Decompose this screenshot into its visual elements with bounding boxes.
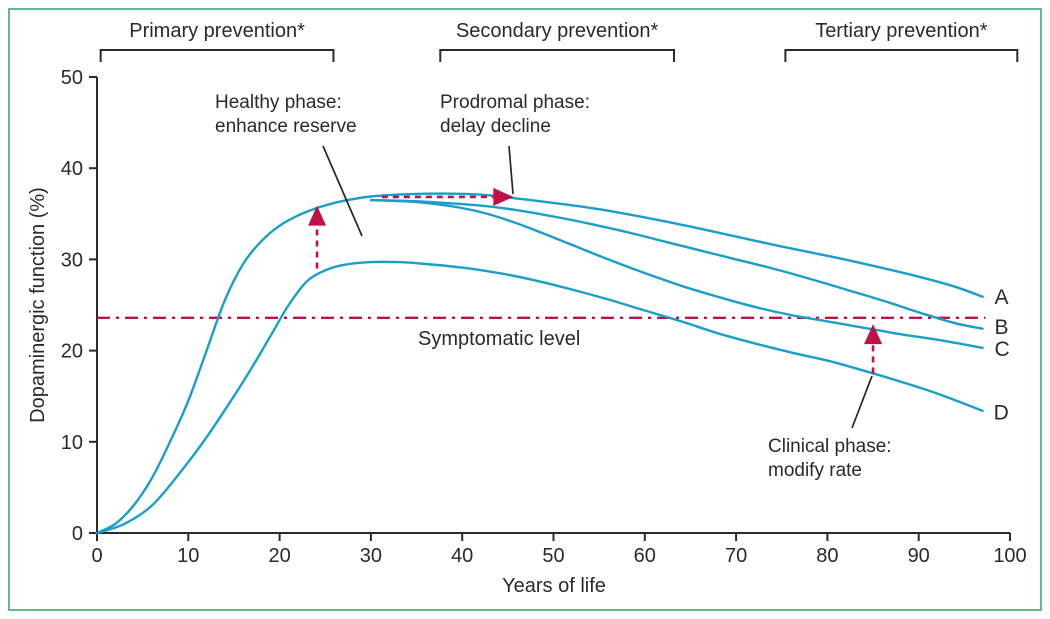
x-tick-label-50: 50 <box>542 545 564 567</box>
y-tick-label-20: 20 <box>61 341 83 363</box>
bracket-secondary <box>439 49 676 62</box>
annotation-clinical-phase: Clinical phase: modify rate <box>768 436 892 481</box>
annotation-prodromal-phase: Prodromal phase: delay decline <box>440 92 590 137</box>
x-tick-label-40: 40 <box>451 545 473 567</box>
curve-label-B: B <box>994 316 1008 339</box>
curve-A <box>95 192 984 535</box>
curve-B <box>369 198 984 330</box>
bracket-tertiary <box>784 49 1019 62</box>
enhance-reserve-arrow-head <box>308 205 327 226</box>
x-tick-label-70: 70 <box>725 545 747 567</box>
curve-C <box>369 198 984 350</box>
delay-decline-arrow-head <box>493 187 514 206</box>
y-tick-label-10: 10 <box>61 432 83 454</box>
x-tick-label-10: 10 <box>177 545 199 567</box>
x-tick-label-80: 80 <box>816 545 838 567</box>
annotation-pointer-clinical-phase <box>851 375 873 429</box>
modify-rate-arrow-head <box>864 324 883 345</box>
y-axis-title: Dopaminergic function (%) <box>27 187 49 423</box>
curve-label-A: A <box>994 286 1008 309</box>
x-tick-label-30: 30 <box>360 545 382 567</box>
y-tick-label-30: 30 <box>61 249 83 271</box>
annotation-healthy-phase: Healthy phase: enhance reserve <box>215 92 357 137</box>
bracket-label-secondary: Secondary prevention* <box>456 20 659 42</box>
x-axis-title: Years of life <box>502 575 606 597</box>
y-tick-label-0: 0 <box>72 523 83 545</box>
annotation-pointer-prodromal-phase <box>508 145 514 195</box>
symptomatic-level-label: Symptomatic level <box>418 328 580 350</box>
x-tick-label-100: 100 <box>993 545 1026 567</box>
bracket-label-tertiary: Tertiary prevention* <box>815 20 988 42</box>
x-tick-label-90: 90 <box>908 545 930 567</box>
x-tick-label-20: 20 <box>268 545 290 567</box>
curve-label-C: C <box>994 338 1009 361</box>
annotation-pointer-healthy-phase <box>322 145 363 237</box>
y-tick-label-40: 40 <box>61 158 83 180</box>
y-tick-label-50: 50 <box>61 67 83 89</box>
x-tick-label-0: 0 <box>91 545 102 567</box>
x-tick-label-60: 60 <box>634 545 656 567</box>
bracket-primary <box>99 49 335 62</box>
curve-label-D: D <box>994 402 1009 425</box>
bracket-label-primary: Primary prevention* <box>129 20 305 42</box>
curve-D <box>95 260 984 535</box>
